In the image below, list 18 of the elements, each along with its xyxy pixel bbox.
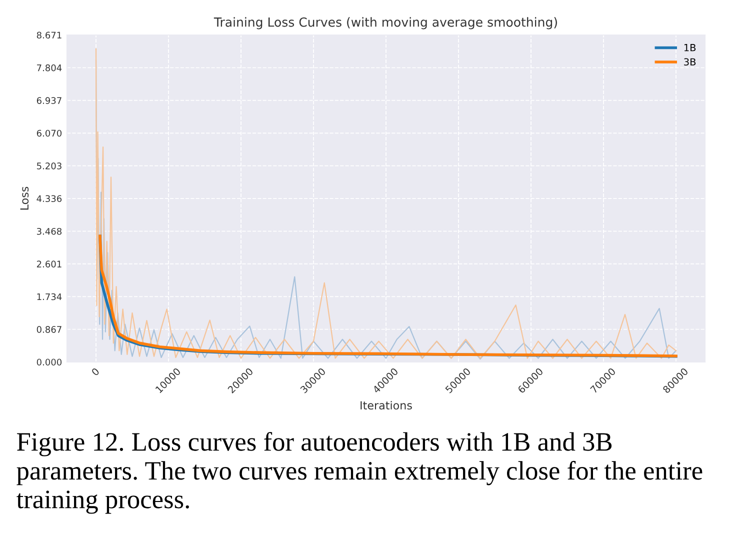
legend-label: 1B xyxy=(684,44,696,52)
y-tick-label: 2.601 xyxy=(36,260,62,268)
y-tick-label: 5.203 xyxy=(36,162,62,170)
x-axis-title: Iterations xyxy=(360,400,412,410)
legend-label: 3B xyxy=(684,58,696,66)
y-tick-label: 0.867 xyxy=(36,326,62,333)
chart-title: Training Loss Curves (with moving average smoothing) xyxy=(214,17,557,30)
y-tick-label: 0.000 xyxy=(36,358,62,366)
y-tick-label: 6.070 xyxy=(36,130,62,137)
x-tick-label: 0 xyxy=(91,367,100,376)
y-axis-title: Loss xyxy=(20,186,29,210)
caption: Figure 12. Loss curves for autoencoders with 1B and 3B parameters. The two curves remain extremely close for the entire training process. xyxy=(16,432,702,514)
y-tick-label: 7.804 xyxy=(37,64,62,72)
y-tick-label: 4.336 xyxy=(36,195,62,202)
y-tick-label: 6.937 xyxy=(36,97,62,104)
y-tick-label: 1.734 xyxy=(37,293,62,300)
y-tick-label: 3.468 xyxy=(36,228,62,235)
y-tick-label: 8.671 xyxy=(36,32,62,39)
